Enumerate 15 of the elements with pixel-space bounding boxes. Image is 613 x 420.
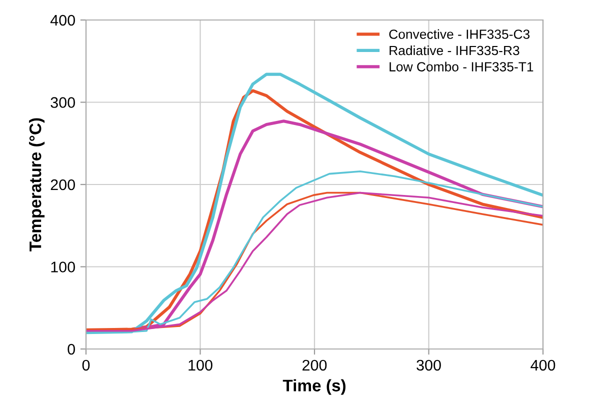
x-tick-label: 100	[188, 360, 212, 371]
y-tick-label: 400	[50, 14, 75, 26]
y-tick-label: 100	[51, 262, 75, 272]
x-tick-label: 0	[82, 360, 90, 371]
x-axis-title: Time (s)	[282, 379, 346, 395]
y-axis-title: Temperature (°C)	[29, 118, 45, 252]
legend-label: Convective - IHF335-C3	[389, 29, 530, 39]
y-tick-label: 300	[50, 97, 75, 108]
x-tick-label: 200	[302, 360, 327, 371]
legend-label: Low Combo - IHF335-T1	[390, 62, 534, 72]
y-tick-label: 200	[50, 179, 75, 190]
y-tick-label: 0	[68, 344, 75, 355]
legend-label: Radiative - IHF335-R3	[390, 45, 520, 56]
x-tick-label: 400	[530, 360, 556, 371]
x-tick-label: 300	[416, 360, 441, 371]
